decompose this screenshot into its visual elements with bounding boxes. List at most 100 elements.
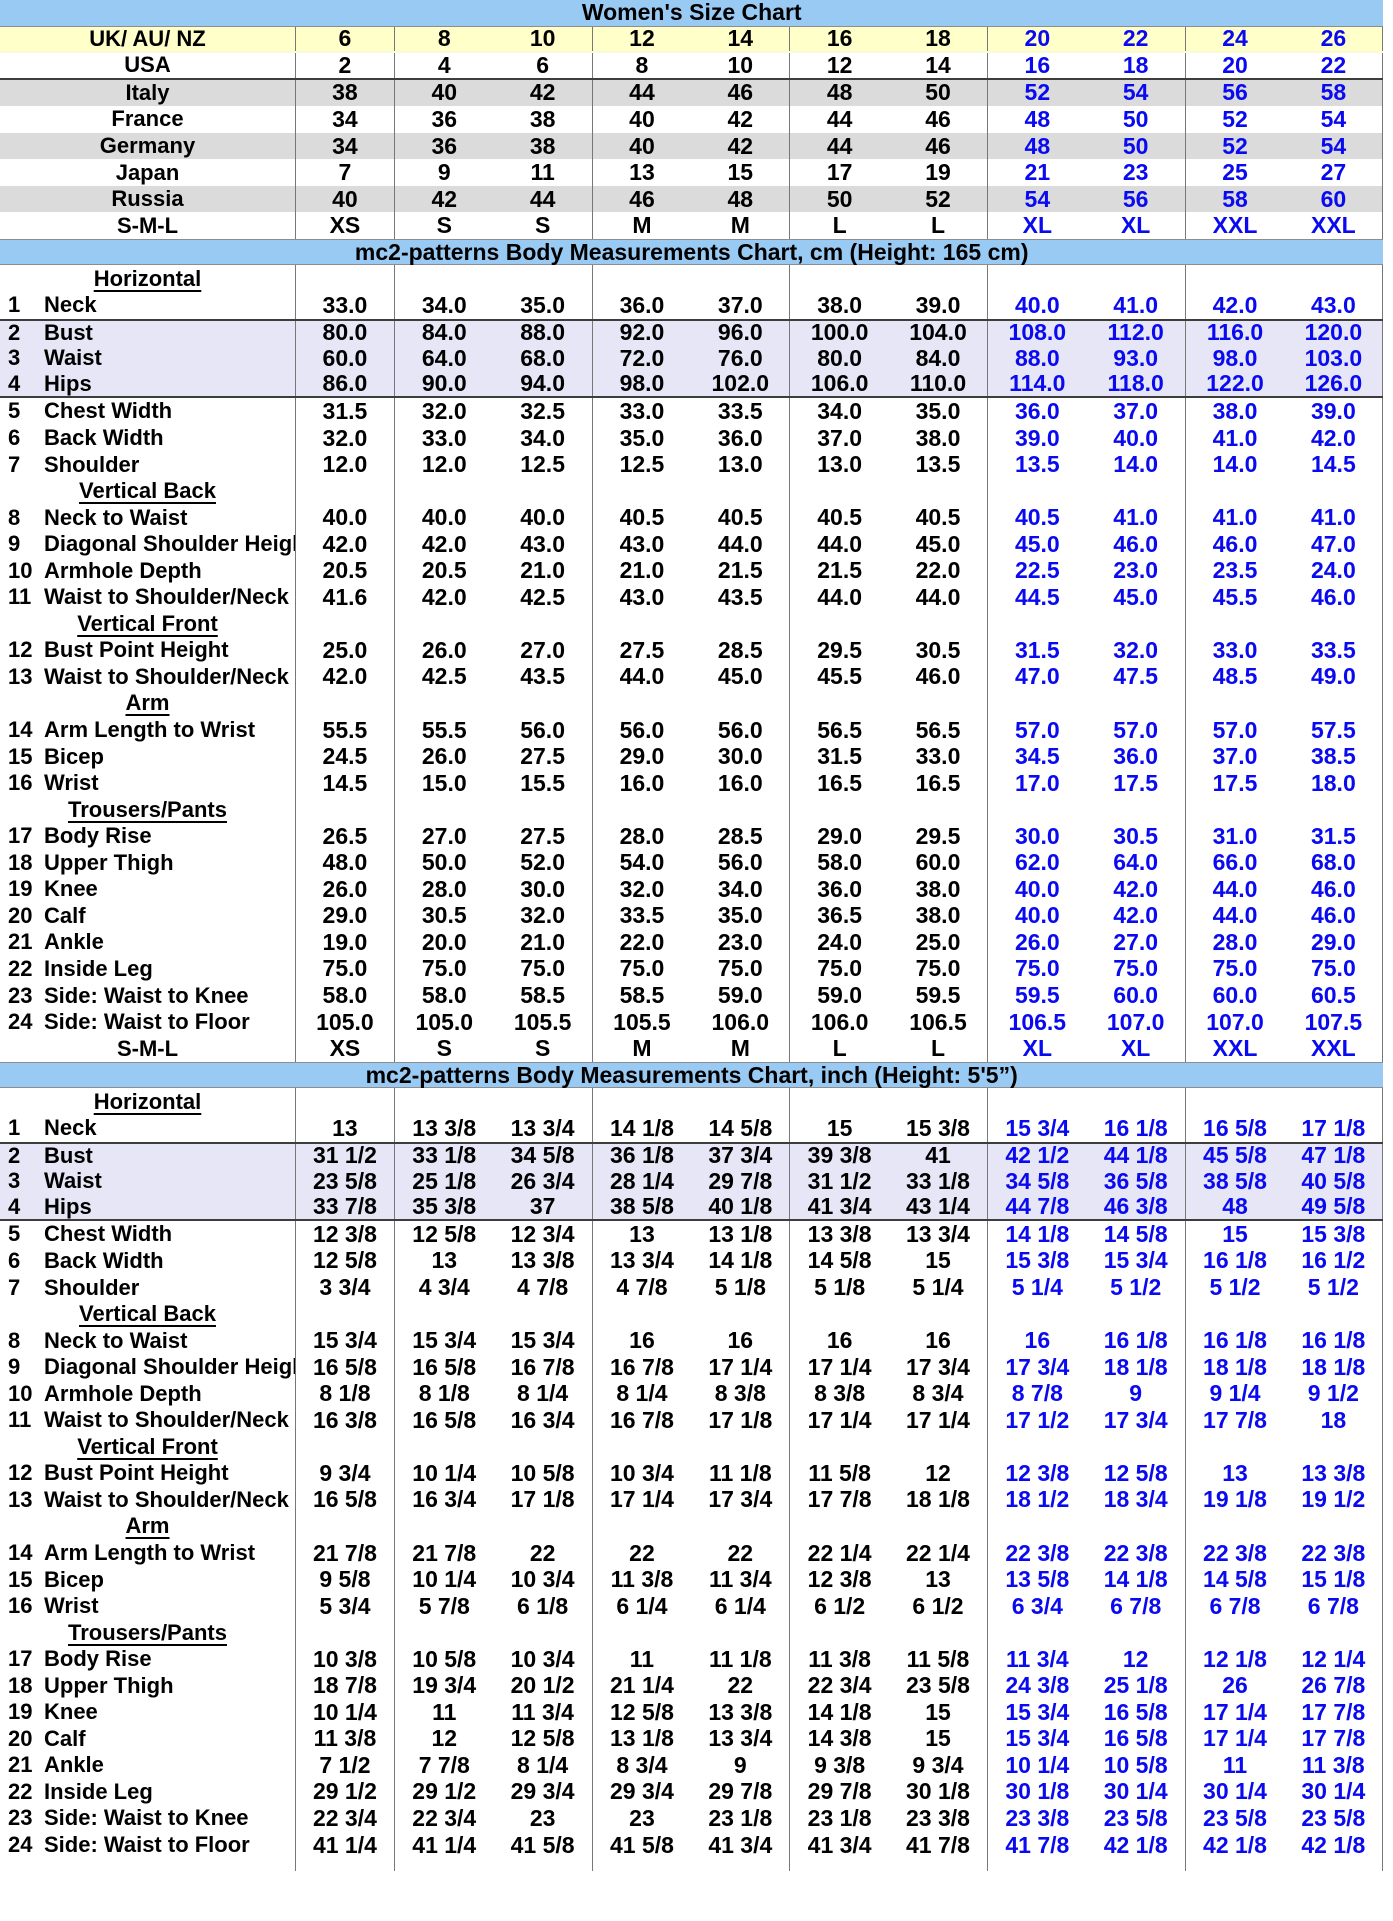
row-label: 18 Upper Thigh xyxy=(0,1672,296,1699)
table-cell: 4 xyxy=(437,53,451,78)
table-cell: 10 3/4 xyxy=(609,1460,674,1486)
table-cell: 13 xyxy=(629,159,655,186)
table-cell: 29 1/2 xyxy=(296,1778,395,1806)
table-cell: 5 1/4 xyxy=(1011,1274,1063,1301)
table-cell xyxy=(988,478,1087,505)
table-cell: 22 3/4 xyxy=(412,1805,477,1831)
table-cell: 68.0 xyxy=(1284,849,1384,877)
row-label: 12 Bust Point Height xyxy=(0,637,296,664)
table-cell: 17 1/4 xyxy=(691,1353,791,1381)
table-cell: 15 xyxy=(1222,1221,1248,1247)
group-heading: Vertical Front xyxy=(0,610,296,638)
table-row: 8 Neck to Waist 40.0 40.0 40.0 40.5 40.5 40.5 40… xyxy=(0,504,1384,531)
table-cell: 9 1/2 xyxy=(1284,1380,1384,1407)
table-cell: 22 1/4 xyxy=(889,1539,988,1567)
table-cell: 27.0 xyxy=(421,822,467,849)
table-cell: 36 1/8 xyxy=(609,1143,674,1169)
table-cell: 16 7/8 xyxy=(609,1406,674,1433)
table-cell xyxy=(593,690,692,717)
row-label: 13 Waist to Shoulder/Neck xyxy=(0,663,296,691)
table-cell: 18 xyxy=(889,26,988,52)
table-cell xyxy=(593,478,692,505)
table-cell xyxy=(1186,611,1285,638)
table-cell: 16 5/8 xyxy=(1087,1699,1186,1726)
table-row: 10 Armhole Depth 8 1/8 8 1/8 8 1/4 8 1/4 8 3/8… xyxy=(0,1380,1384,1407)
table-cell: 46.0 xyxy=(1284,902,1384,930)
table-cell: 8 1/8 xyxy=(418,1380,470,1407)
table-row: 14 Arm Length to Wrist 55.5 55.5 56.0 56.0 56.… xyxy=(0,716,1384,744)
table-cell: 31.5 xyxy=(296,398,395,425)
row-label: 5 Chest Width xyxy=(0,1221,296,1248)
table-cell: 41.0 xyxy=(1087,504,1186,531)
table-cell: 5 1/4 xyxy=(889,1274,988,1301)
table-cell: 48 xyxy=(1024,132,1051,159)
table-cell: 75.0 xyxy=(691,955,791,983)
table-cell: 110.0 xyxy=(889,371,988,397)
table-cell xyxy=(1284,1513,1384,1540)
row-label: 8 Neck to Waist xyxy=(0,504,296,531)
table-cell: 13 xyxy=(889,1566,988,1593)
table-cell: 5 3/4 xyxy=(296,1592,395,1620)
table-cell: 103.0 xyxy=(1284,345,1384,372)
table-cell: 22 xyxy=(1087,26,1186,52)
table-cell: 12 5/8 xyxy=(494,1725,593,1753)
table-cell: L xyxy=(889,212,988,239)
table-cell: 15 3/8 xyxy=(889,1114,988,1142)
table-cell xyxy=(790,1858,889,1871)
row-label: 11 Waist to Shoulder/Neck xyxy=(0,1406,296,1434)
table-cell: 22 3/8 xyxy=(1087,1539,1186,1567)
table-cell: 25 1/8 xyxy=(412,1168,477,1194)
table-cell: 56.0 xyxy=(494,716,593,744)
table-cell xyxy=(1087,1513,1186,1540)
table-cell xyxy=(790,265,889,292)
table-cell: 38 xyxy=(296,79,395,107)
table-cell: 84.0 xyxy=(889,345,988,372)
table-cell: 11 3/8 xyxy=(1284,1752,1384,1779)
table-cell: 14 1/8 xyxy=(609,1114,674,1141)
table-cell: 11 xyxy=(494,159,593,186)
table-cell: 31.5 xyxy=(1284,822,1384,850)
table-cell: 34.0 xyxy=(421,292,467,318)
table-cell: 19.0 xyxy=(296,929,395,956)
table-cell: 54 xyxy=(1284,132,1384,160)
table-cell xyxy=(790,478,889,505)
table-cell: 28.5 xyxy=(691,637,791,664)
row-label: 7 Shoulder xyxy=(0,1274,296,1301)
table-cell: 40.0 xyxy=(1087,424,1186,452)
table-row: 14 Arm Length to Wrist 21 7/8 21 7/8 22 22 22 2… xyxy=(0,1539,1384,1567)
table-cell xyxy=(494,1513,593,1540)
table-cell: 20 xyxy=(1024,26,1051,52)
table-cell: 22 3/4 xyxy=(807,1672,872,1699)
table-cell: 42.0 xyxy=(296,663,395,691)
table-cell: 29 1/2 xyxy=(412,1778,477,1805)
table-cell: 23 5/8 xyxy=(1284,1805,1384,1832)
row-label: 9 Diagonal Shoulder Height xyxy=(0,530,296,558)
table-cell: 9 3/4 xyxy=(889,1752,988,1779)
table-cell: 48 xyxy=(1024,106,1051,132)
table-cell: 36 xyxy=(431,132,458,159)
table-cell: 43.0 xyxy=(619,584,665,610)
table-cell: 12 xyxy=(629,26,655,52)
table-cell: 13 3/8 xyxy=(412,1114,477,1141)
table-cell: 49 5/8 xyxy=(1284,1194,1384,1220)
table-cell: 100.0 xyxy=(810,320,869,346)
row-label: 22 Inside Leg xyxy=(0,955,296,983)
table-cell: 16 1/2 xyxy=(1284,1247,1384,1275)
table-cell: 28.0 xyxy=(421,876,467,902)
table-cell: 42 xyxy=(494,79,593,107)
table-cell: 44 xyxy=(826,132,853,159)
table-cell: 42 1/2 xyxy=(1005,1143,1070,1169)
table-cell: 58.0 xyxy=(421,982,467,1009)
table-cell: 40 xyxy=(629,106,655,132)
table-cell: 47 1/8 xyxy=(1284,1143,1384,1169)
table-cell: 16 xyxy=(1024,1327,1051,1354)
row-label: 9 Diagonal Shoulder Height xyxy=(0,1353,296,1381)
table-cell: 44.0 xyxy=(1212,876,1258,902)
table-cell xyxy=(889,1433,988,1461)
table-cell: 12 xyxy=(826,53,853,78)
table-cell: 32.0 xyxy=(619,876,665,902)
table-cell: 16.0 xyxy=(691,769,791,797)
table-cell: 42 1/8 xyxy=(1087,1831,1186,1859)
table-cell: 98.0 xyxy=(1212,345,1258,371)
table-cell: 15 xyxy=(889,1725,988,1753)
